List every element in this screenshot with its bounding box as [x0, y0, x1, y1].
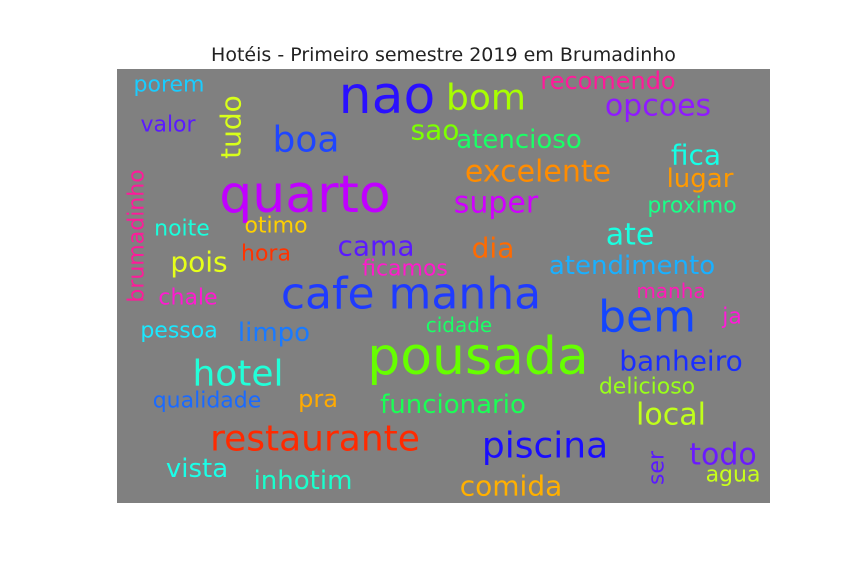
word-delicioso: delicioso	[599, 375, 695, 400]
word-ja: ja	[721, 305, 742, 330]
word-todo: todo	[689, 438, 757, 473]
word-funcionario: funcionario	[380, 390, 526, 420]
word-comida: comida	[460, 470, 563, 503]
word-sao: sao	[411, 114, 460, 147]
word-piscina: piscina	[482, 426, 608, 467]
wordcloud-background	[117, 69, 770, 503]
word-porem: porem	[134, 73, 205, 98]
word-hotel: hotel	[192, 354, 283, 395]
word-tudo: tudo	[215, 95, 248, 159]
word-atencioso: atencioso	[456, 125, 581, 155]
word-proximo: proximo	[647, 194, 736, 219]
word-recomendo: recomendo	[540, 69, 675, 95]
word-super: super	[454, 186, 539, 221]
word-noite: noite	[154, 217, 210, 242]
word-ficamos: ficamos	[362, 257, 448, 282]
word-lugar: lugar	[667, 164, 734, 194]
word-inhotim: inhotim	[254, 466, 353, 496]
word-manha: manha	[636, 279, 705, 303]
wordcloud-svg: pousada cafe manha quarto nao bem restaurante…	[117, 69, 770, 503]
word-pousada: pousada	[367, 327, 589, 387]
word-ser: ser	[645, 450, 670, 485]
word-opcoes: opcoes	[605, 89, 711, 124]
word-boa: boa	[273, 120, 340, 161]
word-vista: vista	[166, 454, 228, 484]
wordcloud-canvas: pousada cafe manha quarto nao bem restaurante…	[117, 69, 770, 503]
word-ate: ate	[606, 218, 655, 253]
word-chale: chale	[158, 286, 217, 311]
word-pra: pra	[298, 385, 338, 413]
word-dia: dia	[472, 232, 515, 265]
word-limpo: limpo	[238, 318, 310, 348]
chart-title: Hotéis - Primeiro semestre 2019 em Bruma…	[211, 44, 676, 66]
word-local: local	[636, 398, 706, 433]
word-agua: agua	[706, 463, 761, 488]
word-otimo: otimo	[244, 214, 307, 239]
word-bom: bom	[446, 78, 526, 119]
word-banheiro: banheiro	[619, 345, 742, 378]
word-restaurante: restaurante	[210, 419, 420, 460]
word-qualidade: qualidade	[153, 389, 262, 414]
word-valor: valor	[140, 113, 196, 138]
word-nao: nao	[339, 69, 436, 126]
word-cama: cama	[338, 230, 415, 263]
word-hora: hora	[241, 242, 291, 267]
word-quarto: quarto	[219, 165, 390, 225]
word-brumadinho: brumadinho	[125, 169, 150, 302]
word-atendimento: atendimento	[549, 251, 715, 281]
word-fica: fica	[671, 139, 721, 172]
word-excelente: excelente	[465, 155, 611, 190]
word-cafe-manha: cafe manha	[281, 269, 541, 320]
word-pois: pois	[170, 246, 227, 279]
word-pessoa: pessoa	[140, 319, 217, 344]
word-cidade: cidade	[426, 313, 493, 337]
word-bem: bem	[598, 292, 696, 343]
